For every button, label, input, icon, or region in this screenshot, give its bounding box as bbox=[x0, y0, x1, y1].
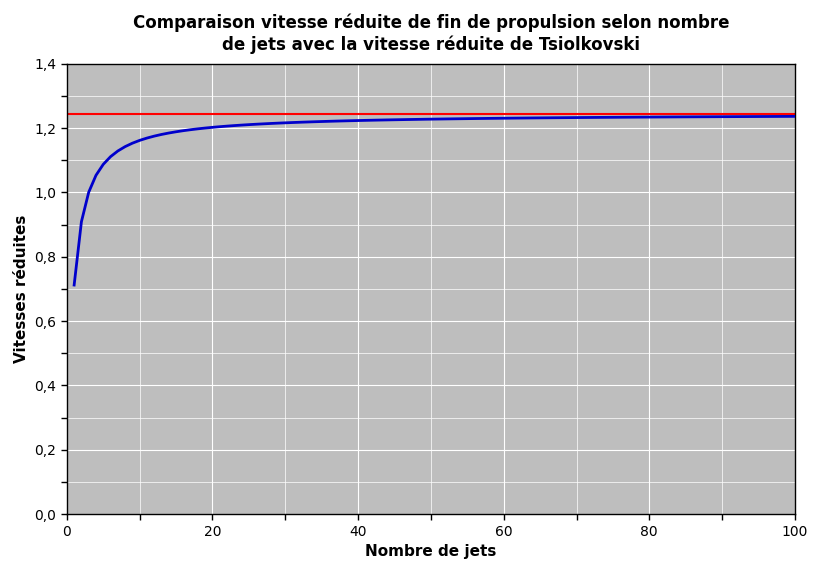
Title: Comparaison vitesse réduite de fin de propulsion selon nombre
de jets avec la vi: Comparaison vitesse réduite de fin de pr… bbox=[132, 14, 729, 54]
Y-axis label: Vitesses réduites: Vitesses réduites bbox=[14, 215, 29, 363]
X-axis label: Nombre de jets: Nombre de jets bbox=[365, 544, 496, 559]
